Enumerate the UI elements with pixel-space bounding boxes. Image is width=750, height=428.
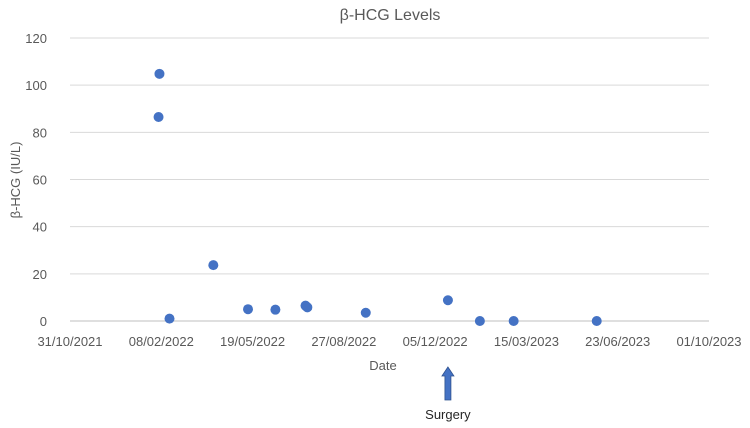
y-axis-label: β-HCG (IU/L)	[8, 142, 23, 219]
annotation-label: Surgery	[425, 407, 471, 422]
data-point	[508, 316, 519, 326]
x-tick-label: 27/08/2022	[311, 334, 376, 349]
data-point	[153, 112, 164, 123]
data-point	[442, 295, 453, 306]
x-tick-labels: 31/10/2021 08/02/2022 19/05/2022 27/08/2022…	[37, 334, 741, 349]
annotations: Surgery	[425, 366, 471, 422]
x-tick-label: 31/10/2021	[37, 334, 102, 349]
x-tick-label: 23/06/2023	[585, 334, 650, 349]
data-point	[243, 304, 254, 315]
data-point	[164, 313, 175, 324]
up-arrow-icon	[441, 366, 455, 401]
y-tick-labels: 0 20 40 60 80 100 120	[25, 31, 47, 329]
chart-title: β-HCG Levels	[340, 7, 441, 24]
data-point	[302, 302, 313, 313]
y-tick-label: 60	[33, 173, 47, 188]
x-tick-label: 01/10/2023	[676, 334, 741, 349]
grid-lines	[70, 37, 709, 322]
y-tick-label: 20	[33, 267, 47, 282]
x-tick-label: 19/05/2022	[220, 334, 285, 349]
y-tick-label: 40	[33, 220, 47, 235]
data-point	[270, 304, 281, 315]
x-tick-label: 05/12/2022	[403, 334, 468, 349]
y-tick-label: 80	[33, 125, 47, 140]
y-tick-label: 120	[25, 31, 47, 46]
data-point	[474, 316, 485, 326]
data-point	[360, 307, 371, 318]
x-tick-label: 15/03/2023	[494, 334, 559, 349]
data-point	[154, 68, 165, 79]
y-tick-label: 100	[25, 78, 47, 93]
x-tick-label: 08/02/2022	[129, 334, 194, 349]
data-point	[591, 316, 602, 326]
data-point	[208, 260, 219, 271]
x-axis-label: Date	[369, 358, 396, 373]
y-tick-label: 0	[40, 314, 47, 329]
data-points	[153, 68, 602, 326]
